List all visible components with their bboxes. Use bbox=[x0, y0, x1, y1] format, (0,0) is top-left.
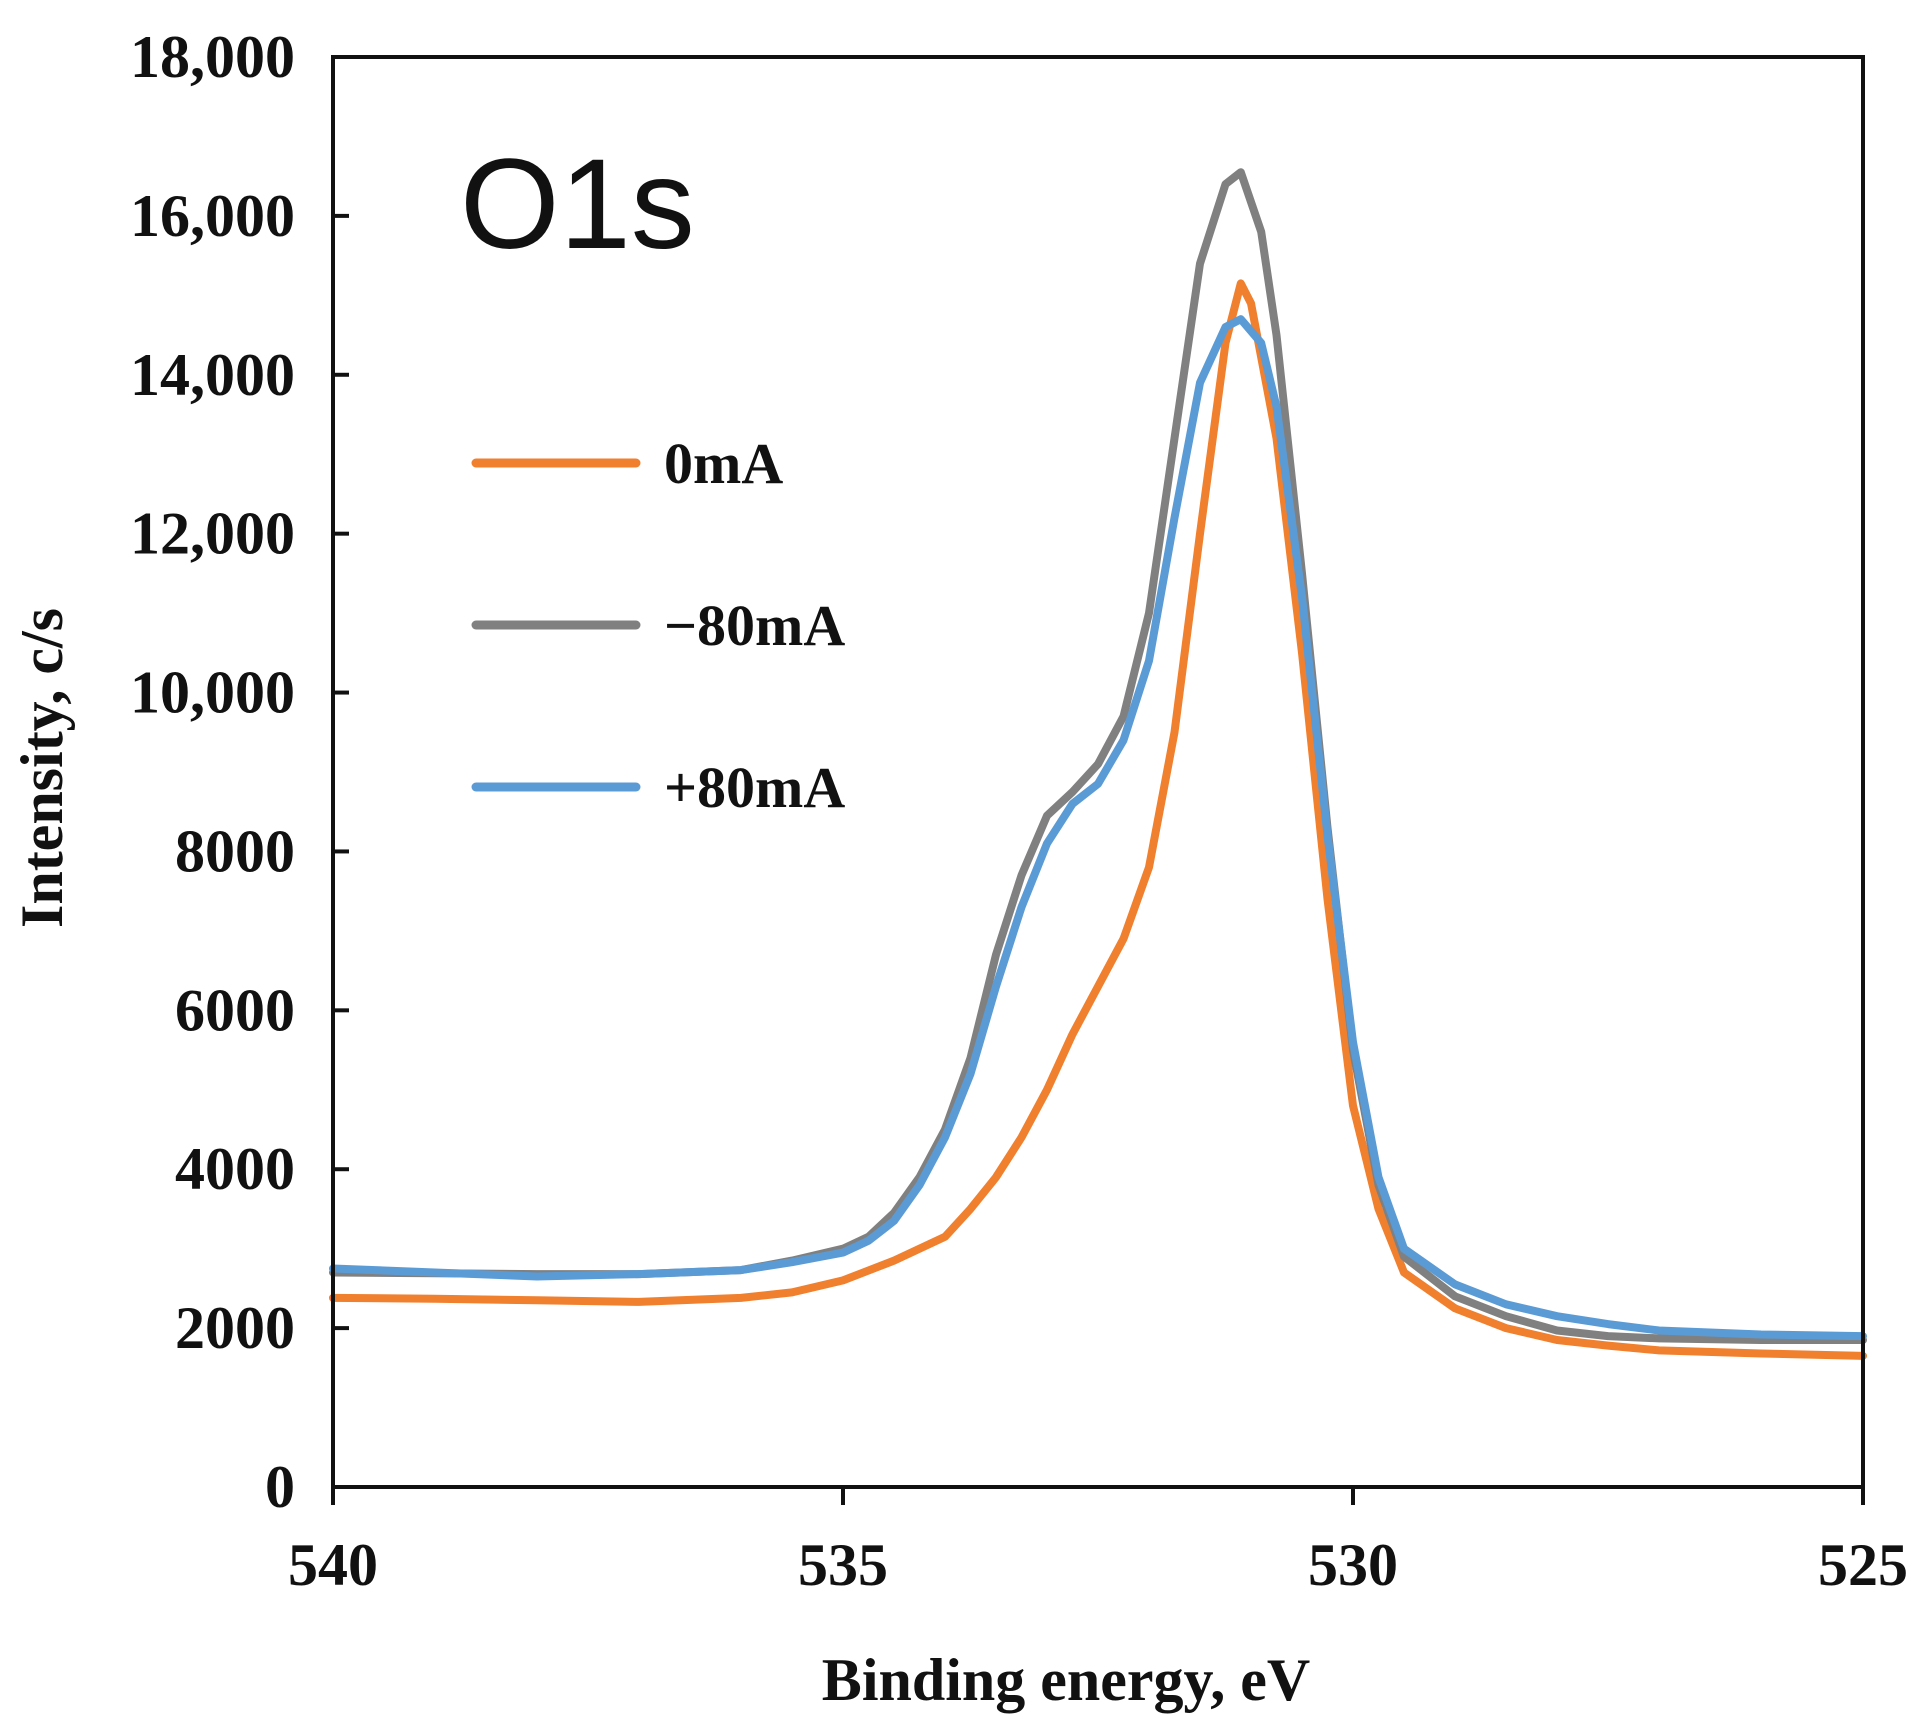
y-tick-label: 8000 bbox=[175, 818, 295, 884]
series-line-80ma bbox=[329, 315, 1867, 1341]
legend: 0mA −80mA +80mA bbox=[471, 431, 845, 820]
x-tick-labels: 540 535 530 525 bbox=[288, 1532, 1908, 1598]
legend-label: +80mA bbox=[664, 755, 845, 820]
plot-area-frame bbox=[331, 55, 1865, 1489]
x-tick-label: 525 bbox=[1818, 1532, 1908, 1598]
y-tick-label: 16,000 bbox=[130, 183, 295, 249]
y-tick-labels: 0 2000 4000 6000 8000 10,000 12,000 14,000 16,00… bbox=[130, 24, 295, 1520]
y-tick-label: 18,000 bbox=[130, 24, 295, 90]
x-tick-label: 540 bbox=[288, 1532, 378, 1598]
y-tick-label: 4000 bbox=[175, 1136, 295, 1202]
y-tick-label: 6000 bbox=[175, 977, 295, 1043]
series-line-0ma bbox=[329, 279, 1867, 1360]
series-lines bbox=[329, 168, 1867, 1360]
x-tick-label: 535 bbox=[798, 1532, 888, 1598]
x-tick-label: 530 bbox=[1308, 1532, 1398, 1598]
y-axis-title: Intensity, c/s bbox=[9, 608, 75, 928]
y-tick-label: 2000 bbox=[175, 1295, 295, 1361]
legend-label: −80mA bbox=[664, 593, 845, 658]
y-tick-label: 10,000 bbox=[130, 660, 295, 726]
x-axis-title: Binding energy, eV bbox=[822, 1647, 1310, 1713]
annotation-label: O1s bbox=[460, 133, 695, 276]
y-tick-label: 14,000 bbox=[130, 342, 295, 408]
legend-label: 0mA bbox=[664, 431, 783, 496]
y-tick-label: 0 bbox=[265, 1454, 295, 1520]
y-tick-label: 12,000 bbox=[130, 501, 295, 567]
